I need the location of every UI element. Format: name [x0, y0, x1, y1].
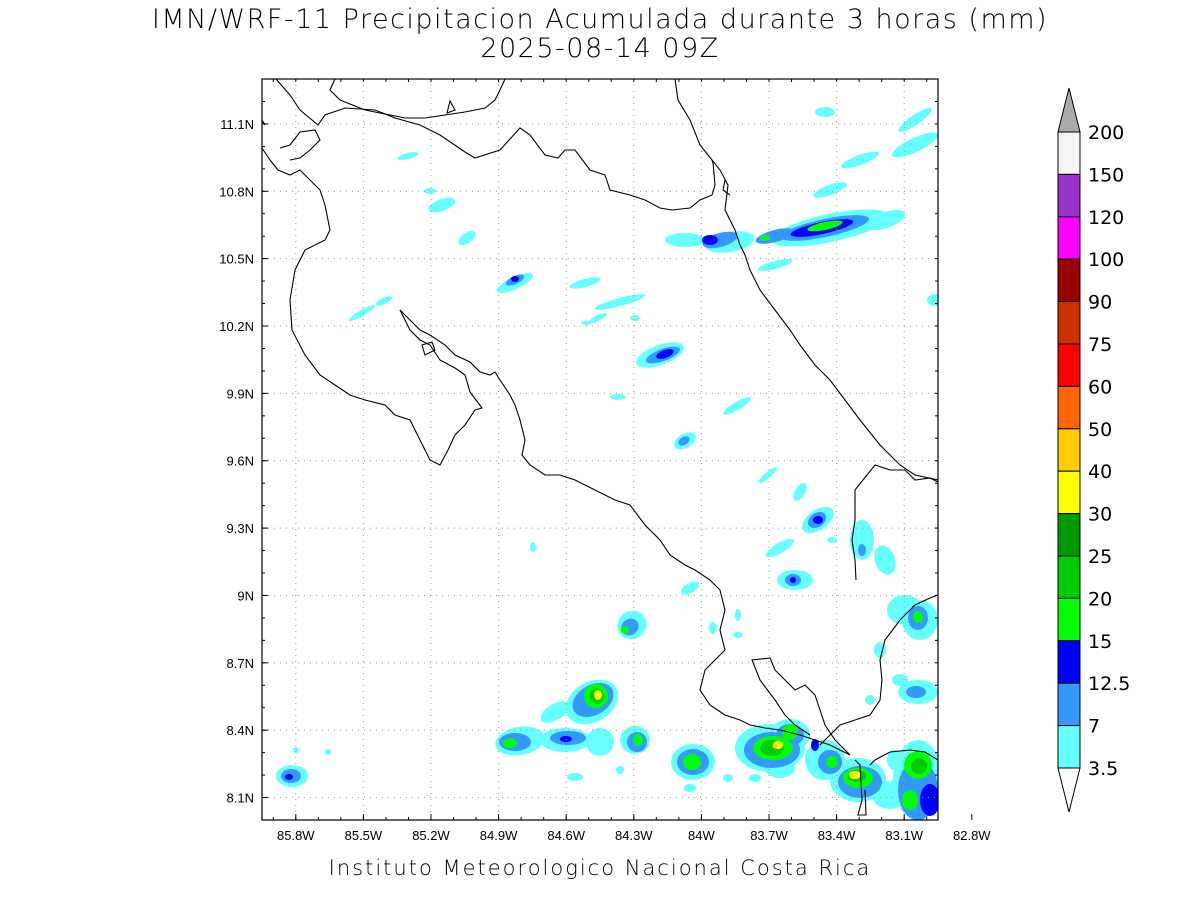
colorbar: 200 150 120 100 90 75 60 50 40 30 25 20 15 12.5 7 3.5: [1057, 87, 1130, 813]
lon-tick-label: 84.3W: [615, 828, 653, 843]
colorbar-segment: [1057, 301, 1081, 345]
colorbar-label: 100: [1088, 249, 1124, 271]
colorbar-segment: [1057, 343, 1081, 387]
lat-tick-label: 9N: [237, 588, 254, 603]
lat-tick-label: 9.6N: [227, 454, 254, 469]
colorbar-bottom-arrow: [1057, 767, 1081, 813]
colorbar-label: 75: [1088, 334, 1112, 356]
footer-credit: Instituto Meteorologico Nacional Costa R…: [328, 856, 872, 880]
lat-tick-label: 8.7N: [227, 656, 254, 671]
colorbar-segment: [1057, 428, 1081, 472]
colorbar-label: 15: [1088, 631, 1112, 653]
colorbar-segment: [1057, 173, 1081, 218]
colorbar-segment: [1057, 640, 1081, 684]
colorbar-label: 30: [1088, 504, 1112, 526]
colorbar-segment: [1057, 513, 1081, 557]
map-title: IMN/WRF-11 Precipitacion Acumulada duran…: [151, 4, 1049, 35]
colorbar-label: 7: [1088, 716, 1100, 738]
colorbar-label: 90: [1088, 292, 1112, 314]
colorbar-top-arrow: [1057, 87, 1081, 133]
colorbar-label: 40: [1088, 461, 1112, 483]
colorbar-segment: [1057, 258, 1081, 303]
lon-tick-label: 83.7W: [750, 828, 788, 843]
colorbar-label: 60: [1088, 376, 1112, 398]
colorbar-segment: [1057, 216, 1081, 260]
colorbar-segment: [1057, 385, 1081, 430]
lon-tick-label: 84.9W: [480, 828, 518, 843]
lat-tick-label: 8.1N: [227, 791, 254, 806]
lon-tick-label: 85.8W: [277, 828, 315, 843]
lon-tick-label: 83.4W: [818, 828, 856, 843]
colorbar-label: 50: [1088, 419, 1112, 441]
lon-tick-label: 85.2W: [412, 828, 450, 843]
lat-tick-label: 9.3N: [227, 521, 254, 536]
lon-tick-label: 83.1W: [885, 828, 923, 843]
lon-tick-label: 84.6W: [547, 828, 585, 843]
precip-band-50: [772, 743, 855, 777]
map-grid: [262, 79, 938, 820]
colorbar-label: 150: [1088, 164, 1124, 186]
map-frame: [261, 78, 939, 821]
lat-tick-label: 10.8N: [219, 184, 254, 199]
colorbar-label: 120: [1088, 207, 1124, 229]
colorbar-label: 12.5: [1088, 673, 1130, 695]
precip-band-15: [503, 220, 932, 810]
map-valid-time: 2025-08-14 09Z: [480, 33, 720, 64]
colorbar-segment: [1057, 470, 1081, 515]
colorbar-segment: [1057, 682, 1081, 727]
colorbar-label: 200: [1088, 122, 1124, 144]
precip-band-3p5: [276, 107, 938, 820]
colorbar-segment: [1057, 131, 1081, 175]
lat-tick-label: 10.5N: [219, 252, 254, 267]
colorbar-segment: [1057, 725, 1081, 769]
precipitation-field: [276, 107, 938, 820]
colorbar-label: 20: [1088, 588, 1112, 610]
lat-tick-label: 8.4N: [227, 723, 254, 738]
lat-tick-label: 9.9N: [227, 386, 254, 401]
lon-tick-label: 84W: [688, 828, 715, 843]
lat-tick-label: 11.1N: [220, 117, 254, 132]
axis-ticks: 85.8W 85.5W 85.2W 84.9W 84.6W 84.3W 84W 83.7W 83…: [219, 78, 991, 843]
lon-tick-label: 85.5W: [345, 828, 383, 843]
lon-tick-label: 82.8W: [953, 828, 991, 843]
colorbar-segment: [1057, 555, 1081, 599]
colorbar-label: 3.5: [1088, 758, 1118, 780]
colorbar-label: 25: [1088, 546, 1112, 568]
colorbar-segment: [1057, 597, 1081, 642]
lat-tick-label: 10.2N: [219, 319, 254, 334]
